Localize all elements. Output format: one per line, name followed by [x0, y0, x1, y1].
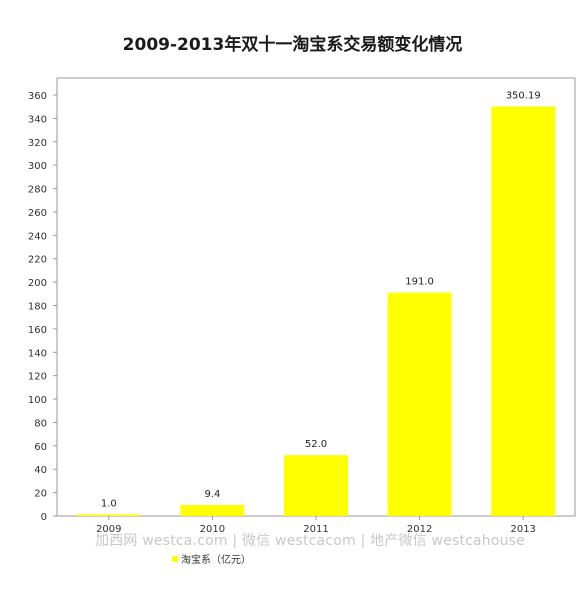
- chart-title: 2009-2013年双十一淘宝系交易额变化情况: [122, 35, 463, 55]
- y-tick-label: 160: [28, 325, 47, 336]
- y-tick-label: 120: [28, 372, 47, 383]
- legend-label: 淘宝系（亿元）: [181, 555, 251, 566]
- bar: [180, 505, 245, 516]
- y-tick-label: 360: [28, 91, 47, 102]
- x-tick-label: 2011: [303, 524, 328, 535]
- x-tick-label: 2009: [96, 524, 121, 535]
- bar-value-label: 1.0: [101, 499, 117, 510]
- bar: [284, 455, 348, 516]
- x-tick-label: 2012: [407, 524, 432, 535]
- y-tick-label: 180: [28, 302, 47, 313]
- legend: 淘宝系（亿元）: [172, 551, 251, 566]
- bar-value-label: 191.0: [405, 277, 434, 288]
- watermark-text: 加西网 westca.com | 微信 westcacom | 地产微信 wes…: [95, 533, 526, 549]
- y-tick-label: 80: [34, 418, 47, 429]
- y-tick-label: 60: [34, 442, 47, 453]
- y-tick-label: 320: [28, 138, 47, 149]
- bar: [491, 106, 556, 516]
- x-tick-label: 2010: [200, 524, 225, 535]
- y-tick-label: 280: [28, 185, 47, 196]
- bar-value-label: 9.4: [204, 489, 220, 500]
- y-tick-label: 260: [28, 208, 47, 219]
- y-tick-label: 340: [28, 114, 47, 125]
- y-tick-label: 220: [28, 255, 47, 266]
- x-tick-label: 2013: [510, 524, 535, 535]
- legend-swatch: [172, 555, 178, 562]
- bar-value-label: 52.0: [305, 439, 327, 450]
- y-tick-label: 0: [41, 512, 47, 523]
- y-tick-label: 40: [34, 465, 47, 476]
- bar-value-label: 350.19: [506, 90, 541, 101]
- y-tick-label: 140: [28, 348, 47, 359]
- y-tick-label: 20: [34, 489, 47, 500]
- bar: [387, 292, 452, 516]
- y-tick-label: 300: [28, 161, 47, 172]
- y-tick-label: 240: [28, 231, 47, 242]
- bar: [76, 514, 141, 516]
- y-tick-label: 100: [28, 395, 47, 406]
- y-tick-label: 200: [28, 278, 47, 289]
